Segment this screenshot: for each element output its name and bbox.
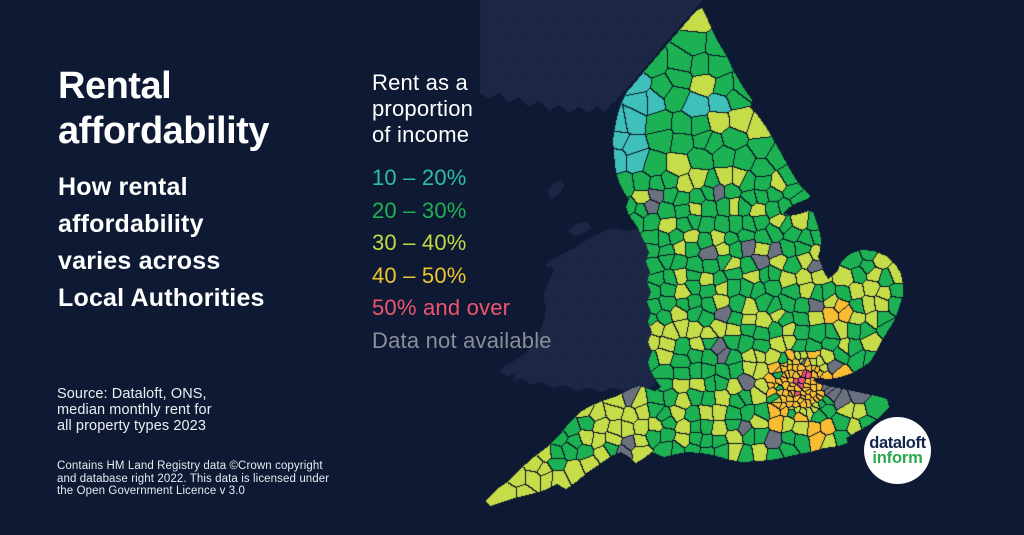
legend-items: 10 – 20% 20 – 30% 30 – 40% 40 – 50% 50% …	[372, 162, 552, 357]
page-subtitle: How rental affordability varies across Loca…	[58, 173, 265, 312]
logo-inform-text: inform	[872, 448, 923, 467]
dataloft-inform-logo: dataloft inform	[864, 417, 931, 484]
legend-heading: Rent as a proportion of income	[372, 70, 474, 147]
license-note: Contains HM Land Registry data ©Crown co…	[57, 460, 330, 497]
legend-item-no-data: Data not available	[372, 327, 552, 353]
logo-dataloft-text: dataloft	[869, 433, 926, 452]
legend-item-50-over: 50% and over	[372, 295, 511, 320]
legend-item-30-40: 30 – 40%	[372, 230, 467, 255]
legend-item-10-20: 10 – 20%	[372, 165, 467, 190]
title-block: Rental affordability How rental affordabi…	[58, 64, 358, 317]
source-note: Source: Dataloft, ONS, median monthly ren…	[57, 386, 212, 434]
legend-item-20-30: 20 – 30%	[372, 197, 467, 223]
map-legend: Rent as a proportion of income 10 – 20% 20…	[372, 70, 552, 357]
page-title: Rental affordability	[58, 65, 269, 152]
legend-item-40-50: 40 – 50%	[372, 262, 467, 288]
